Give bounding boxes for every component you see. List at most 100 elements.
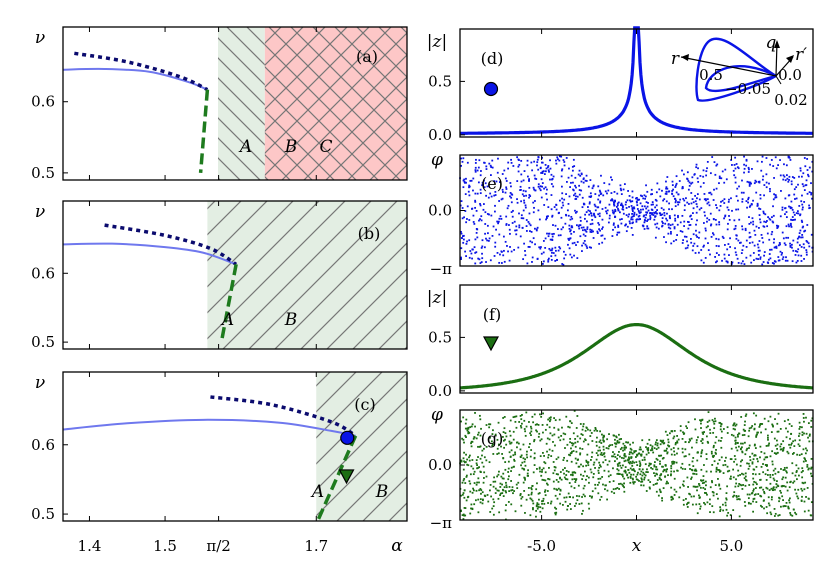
scatter-point-e xyxy=(628,213,630,216)
scatter-point-e xyxy=(787,180,790,183)
scatter-point-e xyxy=(706,202,709,205)
scatter-point-e xyxy=(480,219,483,222)
scatter-point-e xyxy=(789,159,792,161)
scatter-point-e xyxy=(625,223,627,226)
scatter-point-g xyxy=(488,461,491,464)
scatter-point-g xyxy=(676,452,678,455)
scatter-point-e xyxy=(735,237,738,240)
scatter-point-g xyxy=(657,446,660,449)
scatter-point-g xyxy=(676,469,678,472)
scatter-point-e xyxy=(542,240,545,242)
region-label-C-a: C xyxy=(319,137,332,157)
scatter-point-g xyxy=(525,453,528,456)
scatter-point-g xyxy=(571,471,574,474)
scatter-point-g xyxy=(633,451,636,454)
scatter-point-e xyxy=(740,252,743,254)
scatter-point-g xyxy=(747,435,750,438)
scatter-point-e xyxy=(670,231,672,233)
scatter-point-g xyxy=(609,444,612,447)
scatter-point-g xyxy=(673,477,676,480)
scatter-point-e xyxy=(488,162,491,165)
scatter-point-g xyxy=(631,460,634,463)
scatter-point-g xyxy=(531,499,534,502)
scatter-point-e xyxy=(798,244,801,247)
scatter-point-g xyxy=(709,432,712,434)
scatter-point-g xyxy=(748,447,750,449)
scatter-point-e xyxy=(769,190,771,193)
scatter-point-g xyxy=(770,498,773,501)
scatter-point-e xyxy=(646,225,649,228)
scatter-point-e xyxy=(751,203,753,206)
ytick-label-e: −π xyxy=(430,260,453,278)
scatter-point-g xyxy=(582,487,585,490)
scatter-point-e xyxy=(502,191,504,193)
inset-label-q: q xyxy=(766,33,777,53)
scatter-point-e xyxy=(723,217,725,220)
scatter-point-g xyxy=(547,418,550,421)
scatter-point-e xyxy=(566,209,569,212)
scatter-point-e xyxy=(714,173,717,176)
series-stable-a xyxy=(63,67,208,91)
scatter-point-g xyxy=(742,473,745,476)
scatter-point-e xyxy=(464,210,467,212)
series-stable-c xyxy=(63,418,356,437)
scatter-point-e xyxy=(484,182,487,185)
scatter-point-e xyxy=(752,199,754,202)
scatter-point-g xyxy=(775,483,778,485)
scatter-point-e xyxy=(526,164,529,167)
scatter-point-e xyxy=(592,230,594,233)
scatter-point-g xyxy=(600,495,603,498)
scatter-point-g xyxy=(717,469,720,471)
scatter-point-g xyxy=(802,482,805,485)
scatter-point-g xyxy=(787,507,790,510)
scatter-point-g xyxy=(740,442,742,445)
scatter-point-e xyxy=(661,220,664,223)
scatter-point-e xyxy=(597,185,600,188)
scatter-point-g xyxy=(468,456,470,459)
ytick-label-f: 0.5 xyxy=(428,328,452,346)
scatter-point-e xyxy=(580,189,583,192)
scatter-point-e xyxy=(675,239,678,241)
scatter-point-g xyxy=(667,482,669,485)
scatter-point-e xyxy=(554,254,557,257)
scatter-point-e xyxy=(772,241,775,244)
scatter-point-e xyxy=(541,263,544,265)
scatter-point-g xyxy=(801,489,804,492)
scatter-point-g xyxy=(629,443,632,446)
scatter-point-e xyxy=(805,240,808,242)
scatter-point-e xyxy=(721,259,723,262)
scatter-point-g xyxy=(660,440,663,442)
scatter-point-g xyxy=(602,445,605,448)
scatter-point-e xyxy=(497,222,500,225)
scatter-point-g xyxy=(702,479,705,482)
scatter-point-e xyxy=(794,254,797,256)
scatter-point-e xyxy=(538,246,541,249)
scatter-point-e xyxy=(765,173,768,176)
scatter-point-g xyxy=(705,458,708,460)
scatter-point-e xyxy=(470,179,473,182)
scatter-point-e xyxy=(594,216,597,219)
scatter-point-g xyxy=(737,469,740,472)
scatter-point-e xyxy=(646,220,649,222)
scatter-point-g xyxy=(519,493,522,495)
scatter-point-g xyxy=(694,418,696,421)
scatter-point-g xyxy=(628,453,631,456)
scatter-point-g xyxy=(688,441,690,444)
scatter-point-g xyxy=(726,432,729,434)
scatter-point-g xyxy=(549,420,551,423)
scatter-point-g xyxy=(600,442,603,444)
scatter-point-g xyxy=(790,425,793,427)
scatter-point-g xyxy=(630,448,633,451)
scatter-point-e xyxy=(474,192,477,195)
scatter-point-g xyxy=(547,477,549,480)
scatter-point-g xyxy=(513,490,516,492)
scatter-point-e xyxy=(767,258,770,261)
scatter-point-e xyxy=(743,163,745,166)
scatter-point-e xyxy=(690,202,693,205)
scatter-point-g xyxy=(772,486,775,489)
scatter-point-g xyxy=(644,474,647,477)
scatter-point-e xyxy=(511,222,514,224)
scatter-point-g xyxy=(674,443,677,446)
scatter-point-e xyxy=(524,250,526,252)
scatter-point-e xyxy=(743,155,745,158)
